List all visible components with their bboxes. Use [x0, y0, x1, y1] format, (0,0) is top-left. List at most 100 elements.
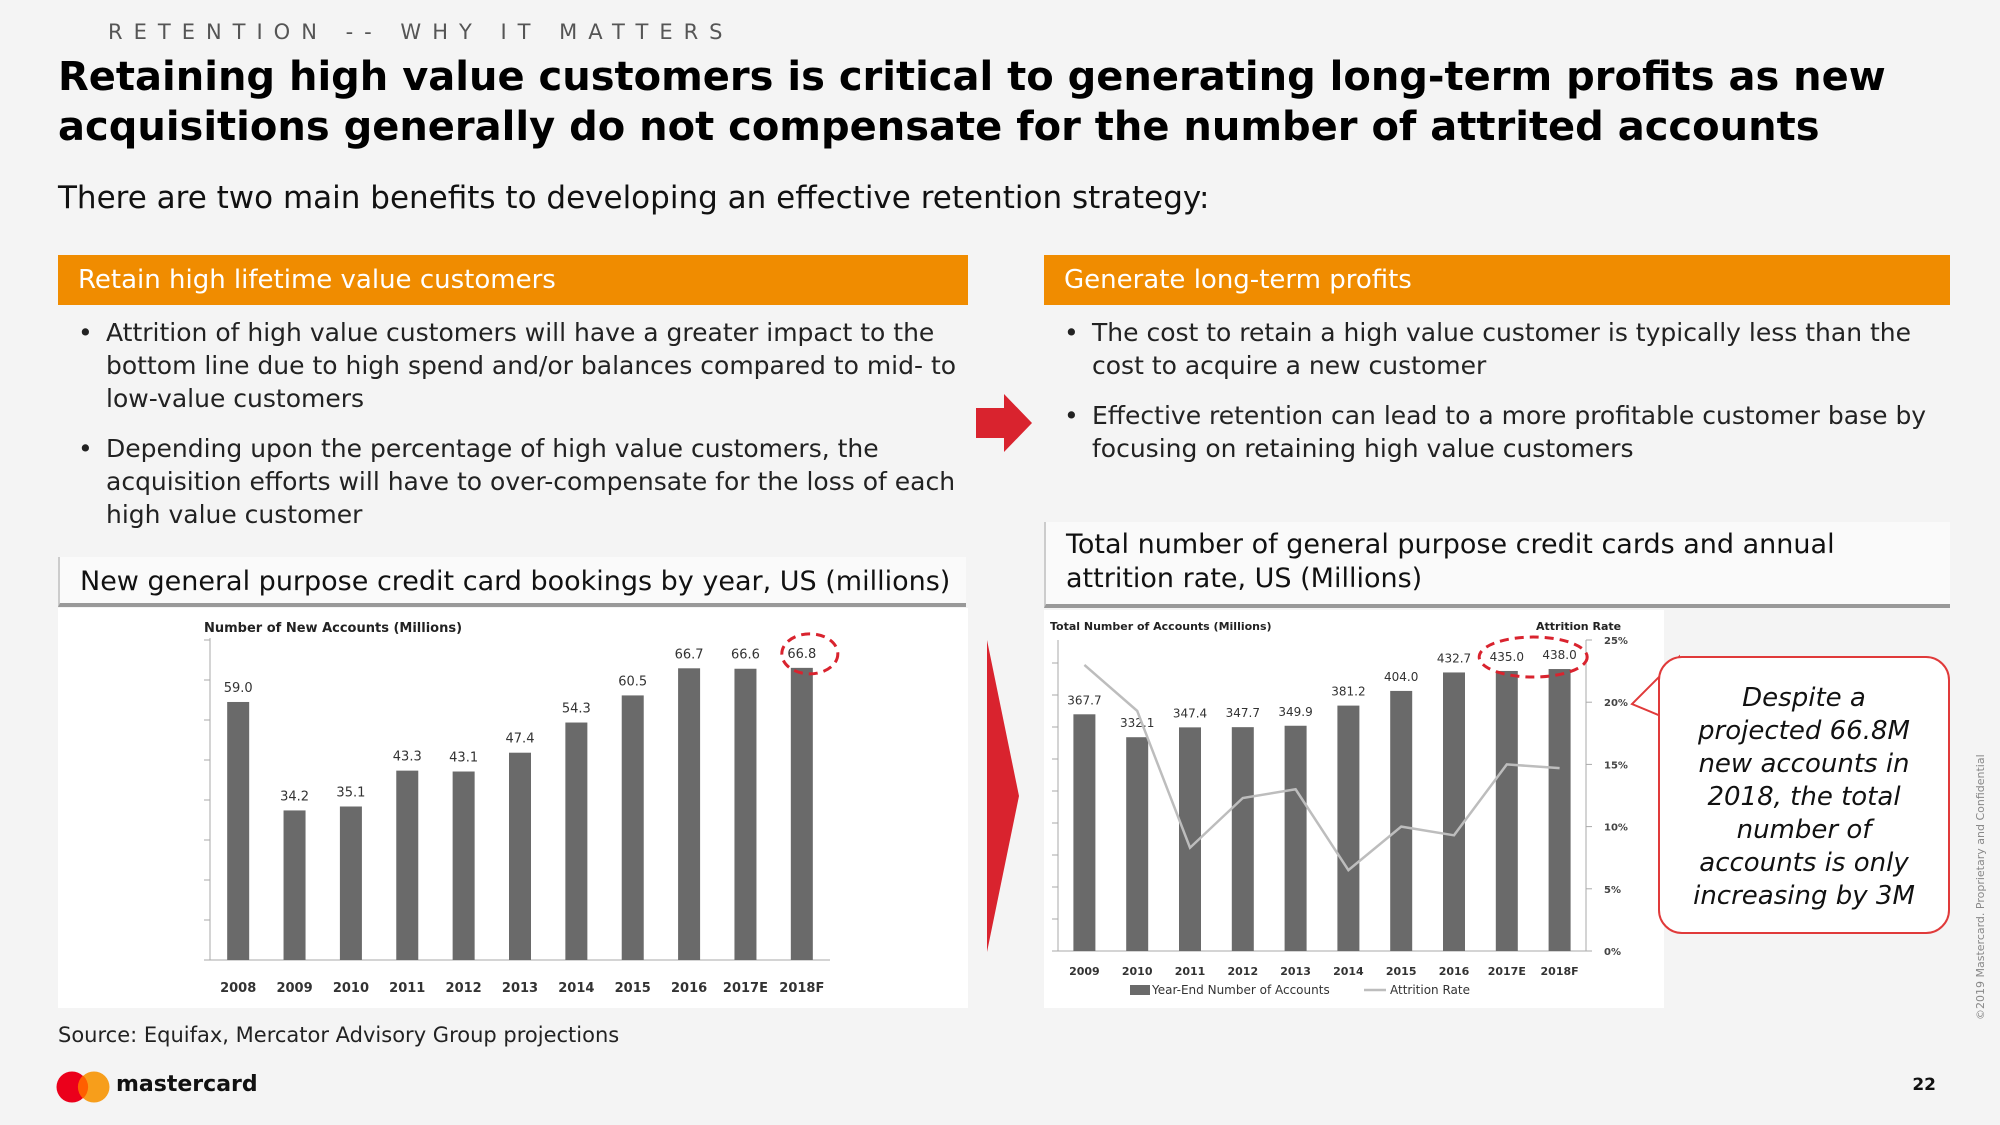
right-chart-heading-label: Total number of general purpose credit c… [1066, 529, 1835, 594]
y2-tick-label-0%: 0% [1604, 947, 1621, 958]
bullet-text: Effective retention can lead to a more p… [1092, 401, 1927, 463]
x-tick-label-2011: 2011 [389, 981, 425, 996]
bar-2010 [1126, 737, 1149, 951]
right-bullet-list: • The cost to retain a high value custome… [1044, 316, 1944, 482]
x-tick-label-2009: 2009 [276, 981, 312, 996]
legend-label-line: Attrition Rate [1390, 983, 1470, 997]
right-axis-title: Attrition Rate [1536, 620, 1621, 633]
bar-2018F [790, 667, 813, 960]
chart-title: Number of New Accounts (Millions) [204, 621, 462, 636]
data-label-2014: 54.3 [562, 702, 591, 717]
left-chart-heading: New general purpose credit card bookings… [58, 557, 966, 607]
x-tick-label-2013: 2013 [1280, 965, 1311, 978]
bullet-text: Depending upon the percentage of high va… [106, 434, 956, 529]
data-label-2016: 66.7 [675, 647, 704, 662]
bullet-dot-icon: • [78, 318, 93, 347]
callout-text: Despite a projected 66.8M new accounts i… [1693, 683, 1915, 911]
bar-2011 [1179, 727, 1201, 951]
page-number: 22 [1912, 1075, 1936, 1095]
right-section-heading-label: Generate long-term profits [1064, 265, 1412, 295]
bullet-text: The cost to retain a high value customer… [1092, 318, 1912, 380]
data-label-2015: 404.0 [1384, 670, 1418, 684]
bullet-dot-icon: • [1064, 318, 1079, 347]
data-label-2011: 43.3 [393, 750, 422, 765]
bullet-item: • Attrition of high value customers will … [58, 316, 958, 415]
right-chart-heading: Total number of general purpose credit c… [1044, 522, 1950, 608]
bar-2009 [283, 810, 306, 960]
x-tick-label-2016: 2016 [1439, 965, 1470, 978]
bar-2008 [227, 701, 250, 960]
bar-2014 [1337, 705, 1360, 951]
bar-2012 [452, 771, 475, 960]
bar-2016 [1443, 672, 1465, 951]
total-accounts-attrition-chart: Total Number of Accounts (Millions) Attri… [1050, 620, 1628, 997]
data-label-2012: 347.7 [1226, 706, 1260, 720]
data-label-2018F: 66.8 [787, 647, 816, 662]
x-tick-label-2012: 2012 [446, 981, 482, 996]
x-tick-label-2014: 2014 [1333, 965, 1364, 978]
x-tick-label-2016: 2016 [671, 981, 707, 996]
x-tick-label-2017E: 2017E [1488, 965, 1526, 978]
bar-2017E [1495, 670, 1518, 951]
bar-2016 [678, 668, 701, 960]
data-label-2010: 332.1 [1120, 716, 1154, 730]
data-label-2013: 349.9 [1278, 705, 1312, 719]
x-tick-label-2017E: 2017E [723, 981, 768, 996]
bar-2018F [1548, 669, 1571, 951]
legend-label-bars: Year-End Number of Accounts [1151, 983, 1330, 997]
subtitle: There are two main benefits to developin… [58, 180, 1210, 216]
right-chart-panel: Total Number of Accounts (Millions) Attri… [1044, 610, 1664, 1008]
x-tick-label-2013: 2013 [502, 981, 538, 996]
bullet-text: Attrition of high value customers will h… [106, 318, 957, 413]
bar-2010 [339, 806, 362, 960]
attrition-rate-line [1083, 663, 1560, 872]
source-note: Source: Equifax, Mercator Advisory Group… [58, 1023, 620, 1047]
x-tick-label-2015: 2015 [1386, 965, 1417, 978]
left-chart-panel: Number of New Accounts (Millions) 59.0 200… [58, 599, 968, 1008]
bar-2015 [1390, 690, 1413, 951]
bar-2015 [621, 695, 644, 960]
y2-tick-label-25%: 25% [1604, 636, 1628, 647]
data-label-2009: 34.2 [280, 789, 309, 804]
data-label-2012: 43.1 [449, 751, 478, 766]
highlight-circle [780, 632, 840, 676]
x-tick-label-2009: 2009 [1069, 965, 1100, 978]
data-label-2016: 432.7 [1437, 651, 1471, 665]
data-label-2015: 60.5 [618, 674, 647, 689]
data-label-2009: 367.7 [1067, 693, 1101, 707]
x-tick-label-2015: 2015 [615, 981, 651, 996]
page-title: Retaining high value customers is critic… [58, 54, 1886, 150]
chevron-right-icon [987, 640, 1019, 952]
highlight-circle [1477, 635, 1589, 679]
data-label-2017E: 66.6 [731, 648, 760, 663]
brand-wordmark: mastercard [116, 1072, 258, 1097]
bar-2011 [396, 770, 419, 960]
bar-2009 [1073, 714, 1096, 951]
bar-2013 [509, 752, 531, 960]
eyebrow: RETENTION -- WHY IT MATTERS [108, 20, 734, 44]
x-tick-label-2010: 2010 [1122, 965, 1153, 978]
data-label-2017E: 435.0 [1490, 650, 1524, 664]
bullet-dot-icon: • [78, 434, 93, 463]
legend-swatch-bars [1130, 985, 1150, 995]
bullet-dot-icon: • [1064, 401, 1079, 430]
new-accounts-bar-chart: Number of New Accounts (Millions) 59.0 200… [204, 599, 840, 996]
data-label-2011: 347.4 [1173, 706, 1207, 720]
x-tick-label-2011: 2011 [1175, 965, 1206, 978]
x-tick-label-2008: 2008 [220, 981, 256, 996]
x-tick-label-2012: 2012 [1227, 965, 1258, 978]
chart-title: Total Number of Accounts (Millions) [1050, 620, 1272, 633]
bar-2014 [565, 722, 588, 960]
bullet-item: • Depending upon the percentage of high v… [58, 432, 958, 531]
callout-box: Despite a projected 66.8M new accounts i… [1658, 656, 1950, 934]
bullet-item: • The cost to retain a high value custome… [1044, 316, 1944, 382]
left-section-heading-label: Retain high lifetime value customers [78, 265, 556, 295]
y2-tick-label-5%: 5% [1604, 885, 1621, 896]
x-tick-label-2018F: 2018F [1541, 965, 1579, 978]
bar-2012 [1231, 727, 1254, 951]
left-bullet-list: • Attrition of high value customers will … [58, 316, 958, 548]
data-label-2008: 59.0 [224, 681, 253, 696]
y2-tick-label-20%: 20% [1604, 698, 1628, 709]
y2-tick-label-15%: 15% [1604, 760, 1628, 771]
x-tick-label-2014: 2014 [558, 981, 594, 996]
